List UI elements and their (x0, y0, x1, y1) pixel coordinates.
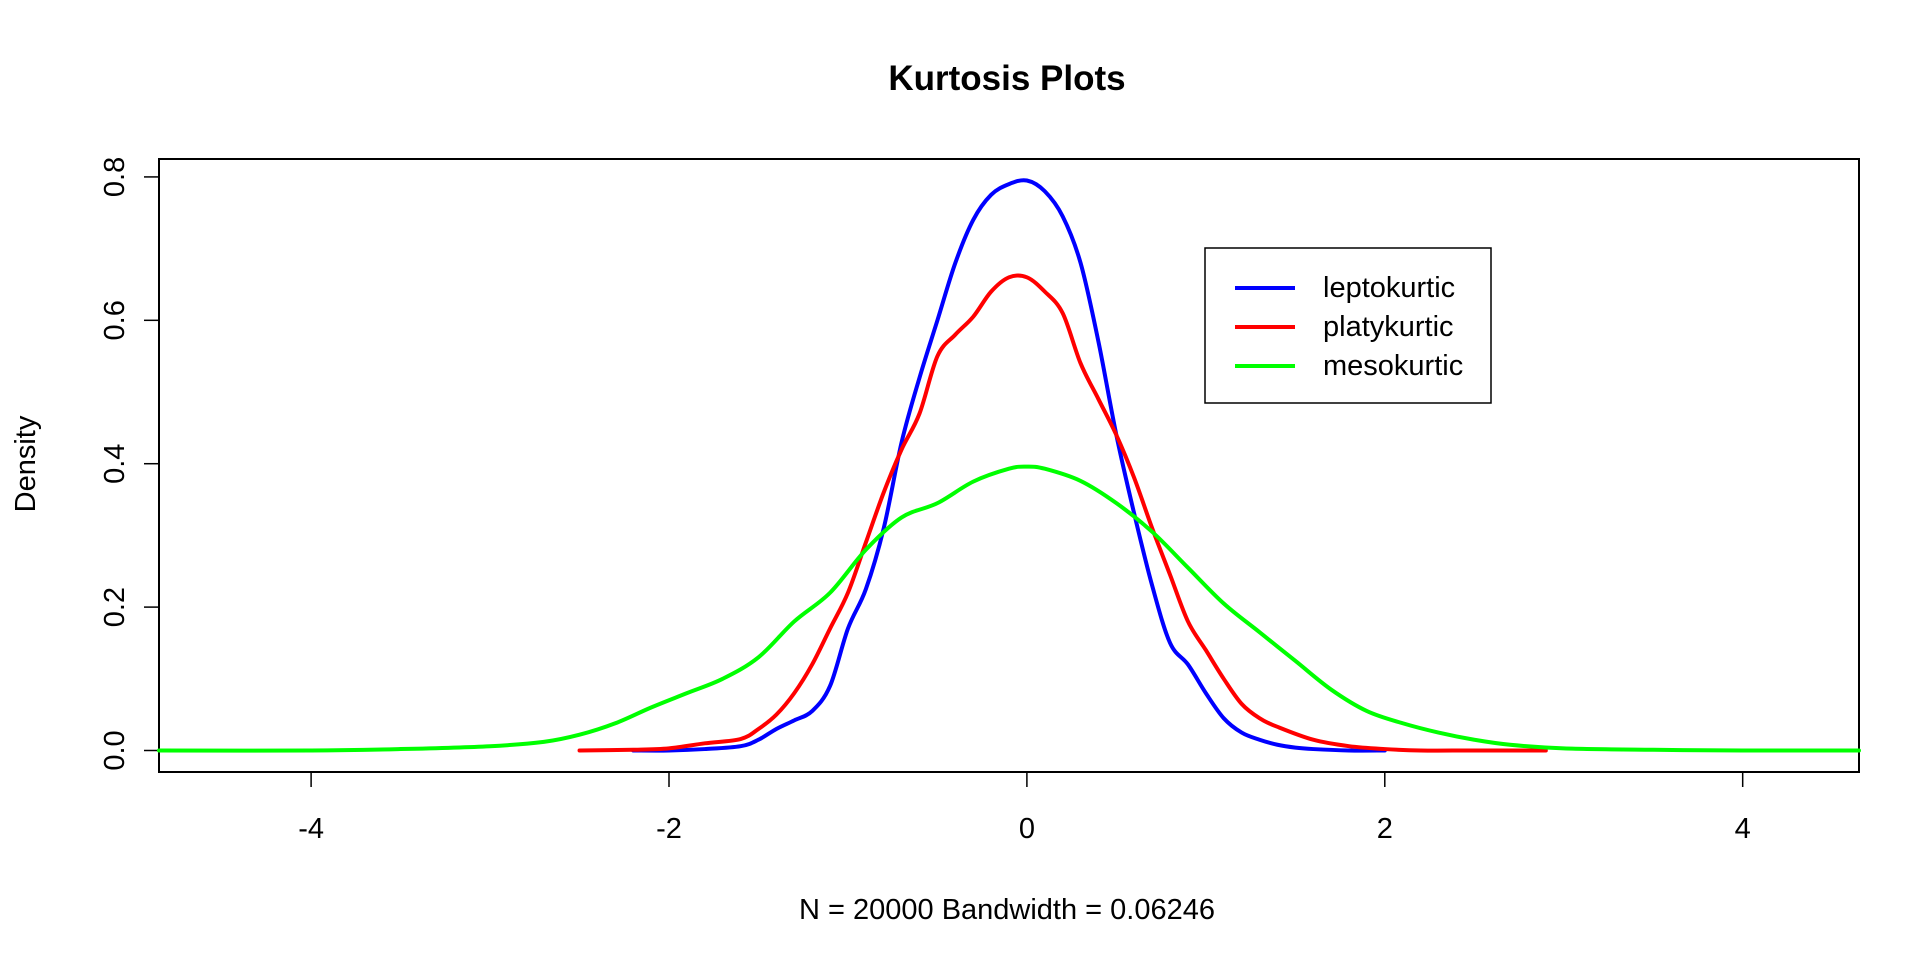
legend-label-leptokurtic: leptokurtic (1323, 272, 1455, 304)
y-axis: 0.0 0.2 0.4 0.6 0.8 (99, 157, 160, 771)
x-tick-label: 2 (1377, 813, 1393, 845)
x-axis: -4 -2 0 2 4 (298, 771, 1751, 845)
x-tick-label: -2 (656, 813, 682, 845)
series-line-platykurtic (577, 273, 1548, 753)
y-tick-label: 0.0 (99, 730, 131, 770)
x-tick-label: 4 (1735, 813, 1751, 845)
y-tick-label: 0.6 (99, 300, 131, 340)
y-axis-label: Density (10, 415, 42, 512)
y-tick-label: 0.8 (99, 157, 131, 197)
legend: leptokurtic platykurtic mesokurtic (1204, 247, 1492, 404)
y-tick-label: 0.4 (99, 444, 131, 484)
series-line-mesokurtic (157, 464, 1861, 753)
x-axis-label: N = 20000 Bandwidth = 0.06246 (799, 894, 1215, 926)
legend-label-mesokurtic: mesokurtic (1323, 350, 1463, 382)
chart-title: Kurtosis Plots (888, 59, 1125, 98)
x-tick-label: 0 (1019, 813, 1035, 845)
legend-label-platykurtic: platykurtic (1323, 311, 1454, 343)
x-tick-label: -4 (298, 813, 324, 845)
series-layer (157, 178, 1861, 753)
y-tick-label: 0.2 (99, 587, 131, 627)
series-line-leptokurtic (631, 178, 1387, 753)
